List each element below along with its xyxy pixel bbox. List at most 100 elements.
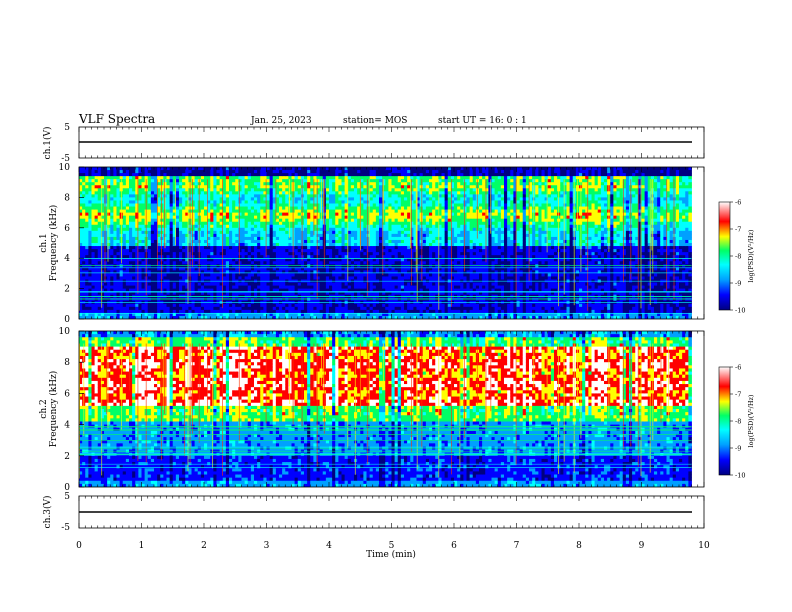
spectrogram-cell [129,315,133,319]
spectrogram-cell [360,291,364,296]
spectrogram-cell [116,276,121,280]
spectrogram-cell [79,291,83,296]
spectrogram-cell [225,227,230,232]
spectrogram-cell [222,200,227,204]
spectrogram-cell [129,167,133,171]
spectrogram-cell [213,197,217,201]
spectrogram-cell [229,233,233,238]
spectrogram-cell [357,297,361,302]
spectrogram-cell [382,236,386,241]
spectrogram-cell [200,273,205,277]
spectrogram-cell [338,239,342,244]
spectrogram-cell [319,306,324,311]
spectrogram-cell [185,252,189,256]
spectrogram-cell [150,167,155,171]
spectrogram-cell [250,297,255,302]
spectrogram-cell [385,236,389,241]
spectrogram-cell [225,273,230,277]
spectrogram-cell [372,315,377,319]
spectrogram-cell [294,197,299,201]
spectrogram-cell [157,249,161,253]
spectrogram-cell [347,255,352,259]
spectrogram-cell [79,270,83,274]
spectrogram-cell [241,243,246,247]
spectrogram-cell [213,258,217,262]
spectrogram-cell [250,270,255,274]
spectrogram-cell [325,179,330,183]
spectrogram-cell [207,264,211,268]
spectrogram-cell [160,282,164,286]
spectrogram-cell [275,246,280,250]
spectrogram-cell [135,215,139,220]
spectrogram-cell [375,221,380,226]
spectrogram-cell [150,188,155,192]
spectrogram-cell [179,170,183,174]
spectrogram-cell [116,215,121,220]
spectrogram-cell [310,282,314,286]
spectrogram-cell [254,309,258,314]
spectrogram-cell [257,270,261,274]
spectrogram-cell [166,303,171,308]
spectrogram-cell [94,276,99,280]
spectrogram-cell [138,215,142,220]
spectrogram-cell [254,179,258,183]
spectrogram-cell [325,270,330,274]
spectrogram-cell [254,315,258,319]
spectrogram-cell [188,176,192,180]
spectrogram-cell [285,315,289,319]
spectrogram-cell [200,179,205,183]
spectrogram-cell [310,243,314,247]
spectrogram-cell [285,239,289,244]
spectrogram-cell [307,285,311,289]
spectrogram-cell [166,182,171,186]
spectrogram-cell [266,170,271,174]
spectrogram-cell [222,194,227,198]
spectrogram-cell [300,173,305,177]
spectrogram-cell [297,264,302,268]
spectrogram-cell [88,303,92,308]
spectrogram-cell [241,233,246,238]
spectrogram-cell [269,246,274,250]
spectrogram-cell [129,203,133,207]
spectrogram-cell [254,221,258,226]
spectrogram-cell [382,291,386,296]
spectrogram-cell [288,276,292,280]
spectrogram-cell [125,252,130,256]
spectrogram-cell [85,252,89,256]
spectrogram-cell [97,264,102,268]
spectrogram-cell [222,312,227,317]
spectrogram-cell [254,303,258,308]
spectrogram-cell [157,224,161,229]
spectrogram-cell [213,252,217,256]
spectrogram-cell [300,252,305,256]
spectrogram-cell [360,170,364,174]
spectrogram-cell [210,233,214,238]
spectrogram-cell [388,203,392,207]
spectrogram-cell [104,191,108,195]
spectrogram-cell [266,239,271,244]
spectrogram-cell [141,267,146,271]
spectrogram-cell [135,315,139,319]
spectrogram-cell [260,197,264,201]
spectrogram-cell [307,206,311,210]
spectrogram-cell [291,170,296,174]
spectrogram-cell [94,309,99,314]
spectrogram-cell [222,309,227,314]
spectrogram-cell [285,276,289,280]
spectrogram-cell [319,285,324,289]
spectrogram-cell [250,209,255,213]
spectrogram-cell [254,227,258,232]
spectrogram-cell [116,209,121,213]
spectrogram-cell [369,273,374,277]
spectrogram-cell [88,255,92,259]
spectrogram-cell [300,267,305,271]
spectrogram-cell [100,288,105,293]
spectrogram-cell [82,188,86,192]
spectrogram-cell [382,303,386,308]
spectrogram-cell [354,218,358,223]
spectrogram-cell [222,246,227,250]
spectrogram-cell [169,215,174,220]
spectrogram-cell [113,188,117,192]
spectrogram-cell [225,309,230,314]
spectrogram-cell [213,218,217,223]
